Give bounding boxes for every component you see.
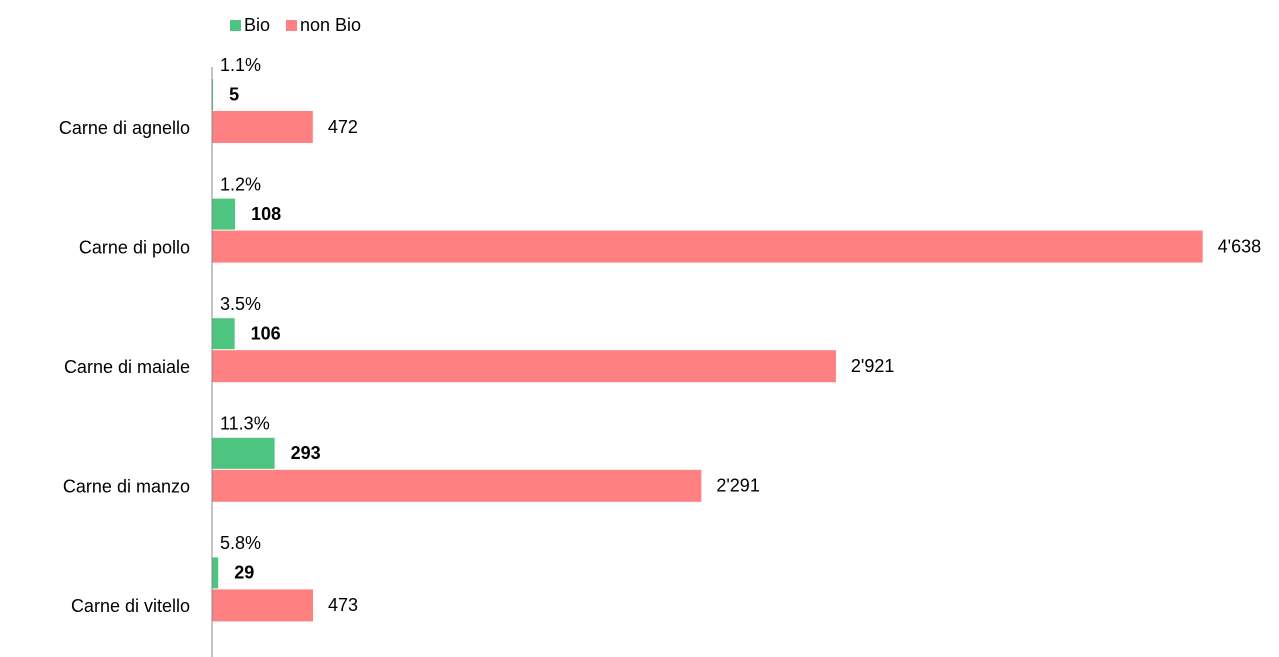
value-label: 106 [251,323,281,343]
category-label: Carne di agnello [59,118,190,138]
bar [212,198,236,230]
share-label: 5.8% [220,533,261,553]
value-label: 4'638 [1218,236,1261,256]
value-label: 2'291 [716,476,759,496]
bar [212,318,235,350]
value-label: 472 [328,117,358,137]
value-label: 29 [234,563,254,583]
share-label: 11.3% [220,414,270,434]
legend-swatch [286,20,298,31]
category-label: Carne di maiale [64,357,190,377]
bar [212,79,214,110]
category-label: Carne di manzo [63,477,190,497]
legend-label: non Bio [300,15,361,35]
legend-swatch [230,20,241,31]
value-label: 293 [291,443,321,463]
share-label: 1.2% [220,174,261,194]
bar [212,589,314,622]
share-label: 1.1% [220,55,261,75]
category-label: Carne di vitello [71,596,190,616]
bar [212,350,836,383]
value-label: 108 [251,204,281,224]
bar [212,469,702,502]
value-label: 5 [229,84,239,104]
value-label: 2'921 [851,356,894,376]
value-label: 473 [328,595,358,615]
category-label: Carne di pollo [79,237,190,257]
bar [212,230,1203,263]
share-label: 3.5% [220,294,261,314]
bar [212,437,275,469]
bar [212,557,219,589]
legend-label: Bio [244,15,270,35]
bar [212,111,313,143]
